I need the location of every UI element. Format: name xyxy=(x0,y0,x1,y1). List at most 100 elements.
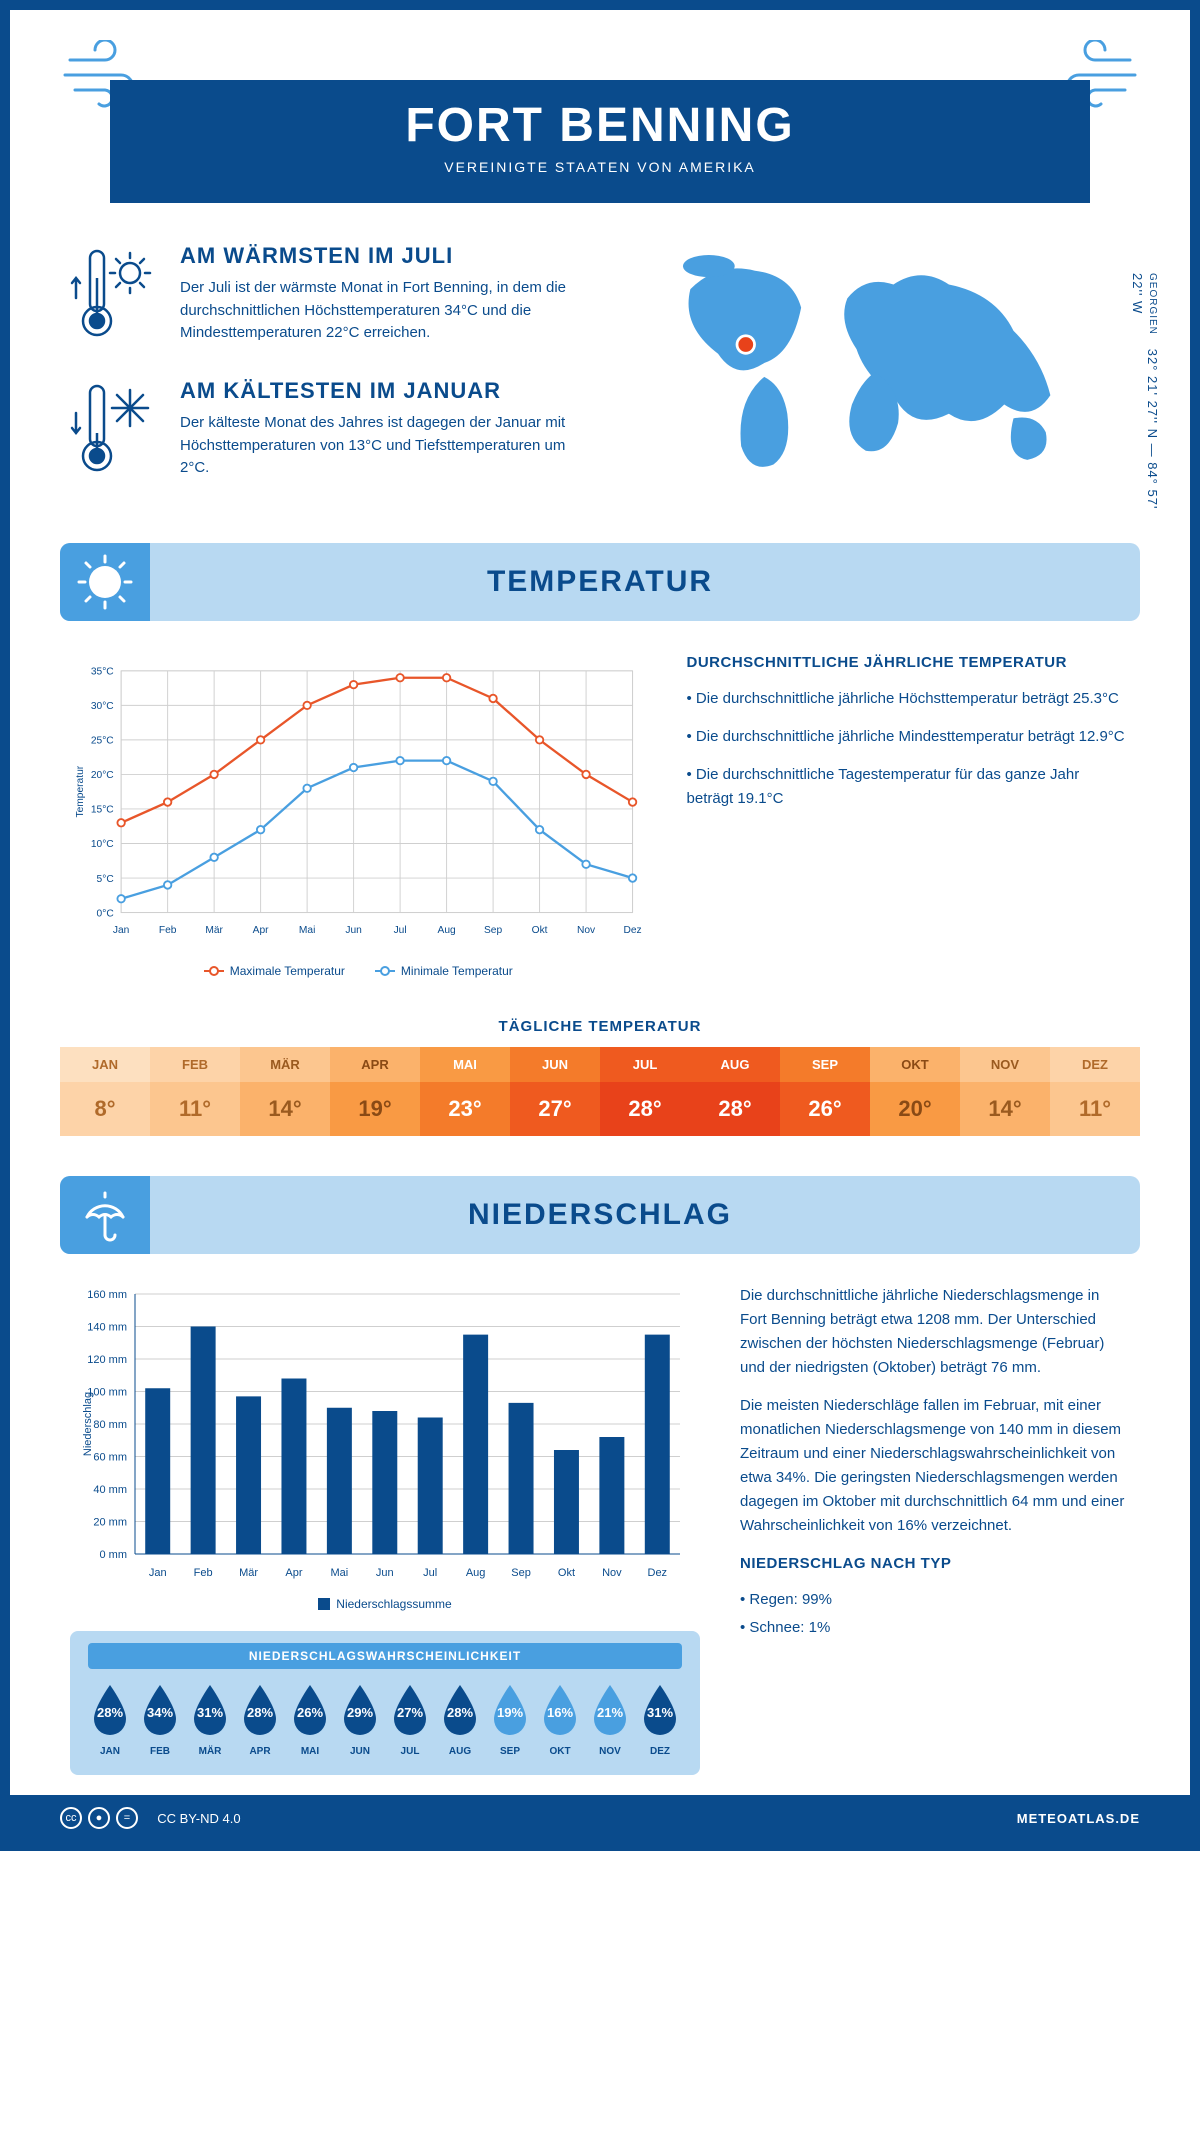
header-wrap: FORT BENNING VEREINIGTE STAATEN VON AMER… xyxy=(10,10,1190,203)
heat-cell: DEZ 11° xyxy=(1050,1047,1140,1136)
umbrella-icon xyxy=(60,1176,150,1254)
prob-month: OKT xyxy=(538,1746,582,1757)
heat-value: 28° xyxy=(600,1082,690,1136)
section-title: NIEDERSCHLAG xyxy=(60,1198,1140,1232)
prob-month: JUN xyxy=(338,1746,382,1757)
svg-text:Jul: Jul xyxy=(394,925,407,936)
probability-row: 28% JAN 34% FEB 31% MÄR 28% APR xyxy=(88,1683,682,1757)
heat-month: DEZ xyxy=(1050,1047,1140,1082)
prob-value: 31% xyxy=(638,1705,682,1720)
heat-cell: FEB 11° xyxy=(150,1047,240,1136)
svg-text:Jan: Jan xyxy=(149,1567,167,1579)
prob-month: JAN xyxy=(88,1746,132,1757)
drop-icon: 34% xyxy=(138,1683,182,1742)
heat-cell: NOV 14° xyxy=(960,1047,1050,1136)
precip-type: • Regen: 99% xyxy=(740,1588,1130,1612)
drop-icon: 27% xyxy=(388,1683,432,1742)
heat-month: JAN xyxy=(60,1047,150,1082)
prob-value: 28% xyxy=(438,1705,482,1720)
heat-month: MAI xyxy=(420,1047,510,1082)
prob-month: JUL xyxy=(388,1746,432,1757)
sun-icon xyxy=(60,543,150,621)
legend-label: Maximale Temperatur xyxy=(230,964,345,978)
prob-item: 31% MÄR xyxy=(188,1683,232,1757)
page-title: FORT BENNING xyxy=(110,98,1090,153)
precipitation-body: 0 mm20 mm40 mm60 mm80 mm100 mm120 mm140 … xyxy=(10,1254,1190,1795)
drop-icon: 21% xyxy=(588,1683,632,1742)
drop-icon: 28% xyxy=(88,1683,132,1742)
legend-label: Niederschlagssumme xyxy=(336,1597,451,1611)
svg-text:5°C: 5°C xyxy=(97,874,114,885)
thermometer-sun-icon xyxy=(70,243,160,348)
precip-paragraph: Die durchschnittliche jährliche Niedersc… xyxy=(740,1284,1130,1380)
heat-value: 11° xyxy=(1050,1082,1140,1136)
prob-value: 26% xyxy=(288,1705,332,1720)
fact-content: AM WÄRMSTEN IM JULI Der Juli ist der wär… xyxy=(180,243,580,348)
svg-text:140 mm: 140 mm xyxy=(87,1322,127,1334)
prob-item: 28% APR xyxy=(238,1683,282,1757)
drop-icon: 29% xyxy=(338,1683,382,1742)
prob-item: 34% FEB xyxy=(138,1683,182,1757)
heat-cell: AUG 28° xyxy=(690,1047,780,1136)
legend-sum: Niederschlagssumme xyxy=(318,1597,451,1611)
prob-value: 31% xyxy=(188,1705,232,1720)
prob-value: 19% xyxy=(488,1705,532,1720)
prob-value: 16% xyxy=(538,1705,582,1720)
daily-temp-title: TÄGLICHE TEMPERATUR xyxy=(10,1018,1190,1035)
temp-legend: Maximale Temperatur Minimale Temperatur xyxy=(70,964,647,978)
fact-text: Der kälteste Monat des Jahres ist dagege… xyxy=(180,412,580,480)
heat-value: 11° xyxy=(150,1082,240,1136)
temp-bullet: • Die durchschnittliche Tagestemperatur … xyxy=(687,763,1130,811)
svg-text:Dez: Dez xyxy=(648,1567,668,1579)
svg-text:Jun: Jun xyxy=(345,925,362,936)
svg-text:Jul: Jul xyxy=(423,1567,437,1579)
temp-bullet: • Die durchschnittliche jährliche Höchst… xyxy=(687,687,1130,711)
daily-temp-table: JAN 8° FEB 11° MÄR 14° APR 19° MAI 23° J… xyxy=(60,1047,1140,1136)
prob-item: 19% SEP xyxy=(488,1683,532,1757)
cc-icon: cc xyxy=(60,1807,82,1829)
svg-text:Niederschlag: Niederschlag xyxy=(82,1392,94,1456)
prob-item: 28% AUG xyxy=(438,1683,482,1757)
prob-value: 28% xyxy=(88,1705,132,1720)
heat-cell: JUL 28° xyxy=(600,1047,690,1136)
prob-item: 28% JAN xyxy=(88,1683,132,1757)
svg-text:20 mm: 20 mm xyxy=(93,1517,127,1529)
coordinates: GEORGIEN 32° 21' 27'' N — 84° 57' 22'' W xyxy=(1130,273,1160,513)
heat-month: OKT xyxy=(870,1047,960,1082)
svg-text:25°C: 25°C xyxy=(91,736,114,747)
precip-chart-col: 0 mm20 mm40 mm60 mm80 mm100 mm120 mm140 … xyxy=(70,1284,700,1775)
heat-month: JUN xyxy=(510,1047,600,1082)
license: cc ● = CC BY-ND 4.0 xyxy=(60,1807,241,1829)
svg-text:Okt: Okt xyxy=(558,1567,575,1579)
svg-text:Apr: Apr xyxy=(285,1567,302,1579)
prob-value: 21% xyxy=(588,1705,632,1720)
prob-month: APR xyxy=(238,1746,282,1757)
drop-icon: 26% xyxy=(288,1683,332,1742)
prob-item: 27% JUL xyxy=(388,1683,432,1757)
svg-text:Nov: Nov xyxy=(577,925,596,936)
prob-item: 16% OKT xyxy=(538,1683,582,1757)
prob-month: DEZ xyxy=(638,1746,682,1757)
fact-title: AM WÄRMSTEN IM JULI xyxy=(180,243,580,269)
prob-value: 29% xyxy=(338,1705,382,1720)
svg-text:20°C: 20°C xyxy=(91,770,114,781)
heat-month: MÄR xyxy=(240,1047,330,1082)
heat-month: SEP xyxy=(780,1047,870,1082)
heat-month: AUG xyxy=(690,1047,780,1082)
prob-month: SEP xyxy=(488,1746,532,1757)
probability-title: NIEDERSCHLAGSWAHRSCHEINLICHKEIT xyxy=(88,1643,682,1669)
heat-month: NOV xyxy=(960,1047,1050,1082)
svg-text:Mär: Mär xyxy=(239,1567,258,1579)
drop-icon: 31% xyxy=(188,1683,232,1742)
precip-paragraph: Die meisten Niederschläge fallen im Febr… xyxy=(740,1394,1130,1538)
svg-text:Feb: Feb xyxy=(159,925,177,936)
page-subtitle: VEREINIGTE STAATEN VON AMERIKA xyxy=(110,159,1090,175)
temp-chart: 0°C5°C10°C15°C20°C25°C30°C35°CJanFebMärA… xyxy=(70,651,647,978)
page: FORT BENNING VEREINIGTE STAATEN VON AMER… xyxy=(0,0,1200,1851)
heat-cell: JUN 27° xyxy=(510,1047,600,1136)
drop-icon: 28% xyxy=(238,1683,282,1742)
fact-title: AM KÄLTESTEN IM JANUAR xyxy=(180,378,580,404)
footer: cc ● = CC BY-ND 4.0 METEOATLAS.DE xyxy=(10,1795,1190,1841)
svg-text:Mär: Mär xyxy=(205,925,223,936)
world-map-icon xyxy=(620,243,1130,483)
